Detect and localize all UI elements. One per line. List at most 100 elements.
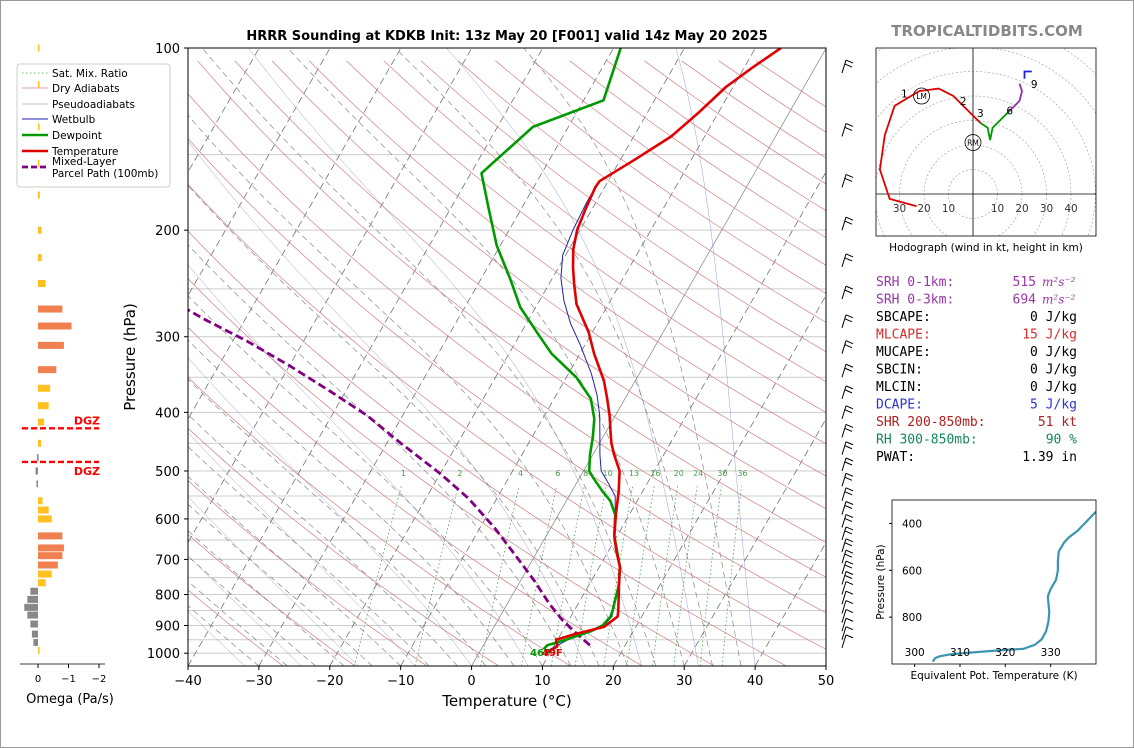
wind-barb-flag xyxy=(844,126,853,131)
wind-barb-flag xyxy=(844,409,853,414)
omega-bar xyxy=(38,123,40,131)
dry-adiabat-line xyxy=(188,138,826,614)
wind-barb-flag xyxy=(845,609,854,614)
omega-bar xyxy=(38,515,52,523)
wind-barb-flag xyxy=(844,542,853,547)
dry-adiabat-line xyxy=(197,60,826,544)
y-tick-label: 800 xyxy=(155,589,180,604)
wind-barb-staff xyxy=(841,571,847,585)
index-value: 1.39 in xyxy=(1022,450,1077,465)
omega-bar xyxy=(38,384,51,392)
hodograph-tick-label: 10 xyxy=(991,203,1004,215)
mixing-ratio-label: 24 xyxy=(693,469,703,478)
isotherm-line xyxy=(542,171,826,666)
thetae-area xyxy=(931,510,1096,663)
series-mixed-layer-parcel-path-100mb xyxy=(188,308,591,647)
wind-barb-staff xyxy=(841,550,847,564)
wind-barb-flag xyxy=(844,344,853,349)
wind-barb-staff xyxy=(841,591,847,605)
wind-barb-flag xyxy=(844,318,853,323)
wind-barb-staff xyxy=(841,364,847,378)
hodograph-tick-label: 20 xyxy=(917,203,930,215)
index-label: SBCIN: xyxy=(876,363,923,378)
wind-barb-flag xyxy=(845,363,854,368)
hodograph-trace xyxy=(1023,70,1032,79)
hodograph-trace xyxy=(1009,83,1023,112)
x-tick-label: 40 xyxy=(747,674,764,689)
mixing-ratio-label: 30 xyxy=(717,469,727,478)
wind-barb-staff xyxy=(841,618,847,632)
wind-barb-staff xyxy=(841,581,847,595)
wind-barb-flag xyxy=(844,257,853,262)
legend-entry: Pseudoadiabats xyxy=(52,99,135,111)
index-unit: m²s⁻² xyxy=(1042,293,1076,307)
wind-barb-flag xyxy=(845,340,854,345)
legend-entry: Temperature xyxy=(51,146,119,158)
dry-adiabat-line xyxy=(188,183,826,650)
dry-adiabat-line xyxy=(346,60,826,413)
mixing-ratio-label: 8 xyxy=(583,469,588,478)
index-label: SHR 200-850mb: xyxy=(876,415,986,430)
omega-bar xyxy=(30,587,38,595)
omega-bar xyxy=(38,254,42,262)
wetbulb-guide-line xyxy=(675,48,756,666)
hodograph-height-label: 2 xyxy=(960,96,967,108)
wind-barb-staff xyxy=(841,560,847,575)
y-tick-label: 700 xyxy=(155,553,180,568)
storm-motion-label: LM xyxy=(916,92,927,101)
isotherm-line xyxy=(329,48,685,666)
pseudoadiabat-line xyxy=(188,184,600,666)
wind-barb-flag xyxy=(845,285,854,290)
wind-barb-flag xyxy=(845,600,854,604)
pseudoadiabat-line xyxy=(523,48,742,666)
thetae-x-tick-label: 320 xyxy=(995,647,1015,659)
omega-bar xyxy=(38,647,40,655)
hodograph-frame xyxy=(875,47,1097,237)
mixing-ratio-label: 4 xyxy=(518,469,523,478)
wind-barb-staff xyxy=(841,473,847,487)
x-tick-label: −30 xyxy=(245,674,272,689)
dgz-label: DGZ xyxy=(74,465,100,478)
wind-barb-staff xyxy=(841,538,847,552)
legend-entry: Sat. Mix. Ratio xyxy=(52,68,128,80)
index-value: 51 kt xyxy=(1038,415,1077,430)
wetbulb-guide-line xyxy=(188,357,472,666)
omega-bar xyxy=(38,552,63,560)
wind-barb-staff xyxy=(841,424,847,438)
thetae-x-axis-label: Equivalent Pot. Temperature (K) xyxy=(910,670,1077,682)
wind-barb-staff xyxy=(841,609,847,623)
pseudoadiabat-line xyxy=(188,244,572,666)
storm-motion-marker xyxy=(964,134,982,151)
wind-barb-flag xyxy=(844,564,853,569)
wind-barb-flag xyxy=(844,461,853,466)
y-tick-label: 100 xyxy=(155,42,180,57)
wind-barb-flag xyxy=(845,590,854,595)
omega-bar xyxy=(38,544,64,552)
pseudoadiabat-line xyxy=(287,48,685,666)
wind-barb-flag xyxy=(844,427,853,432)
legend-entry: Dry Adiabats xyxy=(52,83,120,95)
wind-barb-flag xyxy=(844,491,853,496)
x-tick-label: 20 xyxy=(605,674,622,689)
index-value: 0 J/kg xyxy=(1030,363,1077,378)
hodograph-trace xyxy=(878,87,982,208)
hodograph-height-label: 3 xyxy=(977,108,984,120)
series-dewpoint xyxy=(480,48,622,651)
x-tick-label: −10 xyxy=(387,674,414,689)
wind-barb-flag xyxy=(844,63,853,68)
dry-adiabat-line xyxy=(188,589,284,666)
wind-barb-flag xyxy=(844,178,853,182)
index-value: 5 J/kg xyxy=(1030,398,1077,413)
mixing-ratio-line xyxy=(353,486,402,666)
index-value: 15 J/kg xyxy=(1022,328,1077,343)
omega-bar xyxy=(33,638,38,646)
isotherm-line xyxy=(825,665,826,666)
mixing-ratio-label: 10 xyxy=(602,469,612,478)
wetbulb-guide-line xyxy=(188,610,245,666)
isotherm-line xyxy=(188,48,402,420)
isotherm-line xyxy=(683,418,826,666)
hodograph-trace xyxy=(979,110,1011,141)
wind-barb-flag xyxy=(845,538,854,543)
wind-barb-flag xyxy=(845,472,854,477)
dry-adiabat-line xyxy=(188,480,428,666)
